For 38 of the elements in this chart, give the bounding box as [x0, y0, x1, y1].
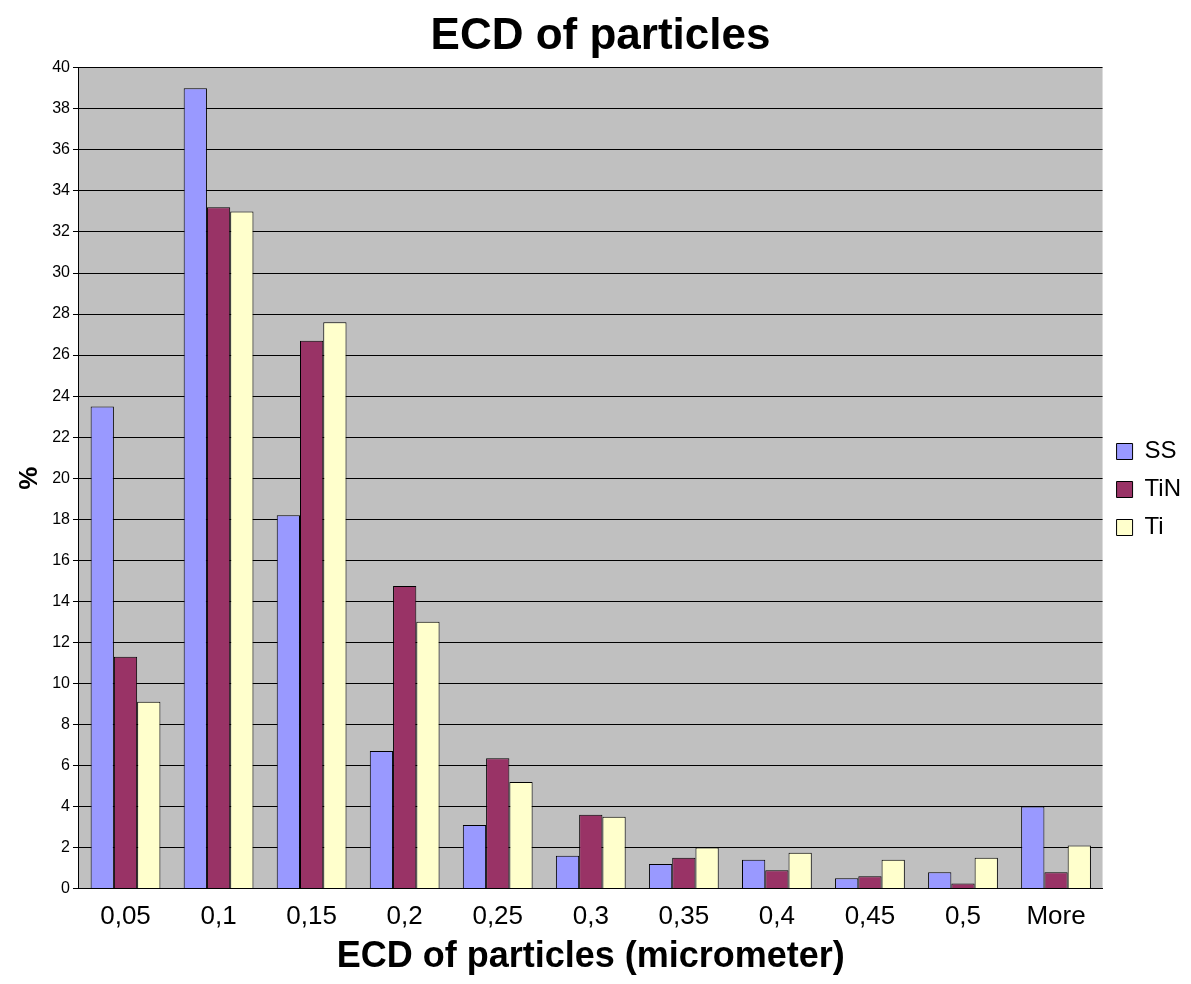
y-tick-label: 20: [52, 468, 71, 486]
y-tick-label: 34: [52, 181, 71, 199]
x-tick-label: 0,05: [100, 900, 151, 931]
y-axis-title: %: [12, 466, 43, 490]
x-tick-label: More: [1026, 900, 1086, 931]
y-tick-label: 24: [52, 386, 71, 404]
legend-label: SS: [1144, 436, 1177, 464]
x-axis-title: ECD of particles (micrometer): [336, 934, 845, 976]
y-tick-label: 30: [52, 263, 71, 281]
y-tick-label: 38: [52, 99, 71, 117]
x-tick-label: 0,2: [386, 900, 423, 931]
y-tick-label: 4: [61, 796, 71, 814]
y-tick-label: 8: [61, 714, 71, 732]
x-tick-label: 0,25: [472, 900, 524, 931]
y-tick-label: 32: [52, 222, 71, 240]
x-tick-label: 0,35: [658, 900, 710, 931]
legend-label: TiN: [1144, 474, 1181, 502]
y-tick-label: 12: [52, 632, 71, 650]
y-tick-label: 22: [52, 427, 71, 445]
y-tick-label: 40: [52, 58, 71, 76]
x-tick-label: 0,15: [286, 900, 337, 931]
y-tick-label: 10: [52, 673, 71, 691]
y-tick-label: 36: [52, 140, 71, 158]
x-tick-label: 0,4: [758, 900, 795, 931]
y-tick-label: 14: [52, 591, 71, 609]
y-tick-label: 18: [52, 509, 71, 527]
x-tick-label: 0,5: [944, 900, 982, 931]
chart-title: ECD of particles: [430, 8, 771, 58]
y-tick-label: 28: [52, 304, 71, 322]
x-tick-label: 0,3: [572, 900, 609, 931]
legend-label: Ti: [1144, 512, 1164, 540]
y-tick-label: 0: [61, 879, 71, 897]
x-tick-label: 0,45: [844, 900, 896, 931]
x-tick-label: 0,1: [200, 900, 237, 931]
y-tick-label: 2: [61, 837, 71, 855]
y-tick-label: 6: [61, 755, 71, 773]
y-tick-label: 26: [52, 345, 71, 363]
y-tick-label: 16: [52, 550, 71, 568]
